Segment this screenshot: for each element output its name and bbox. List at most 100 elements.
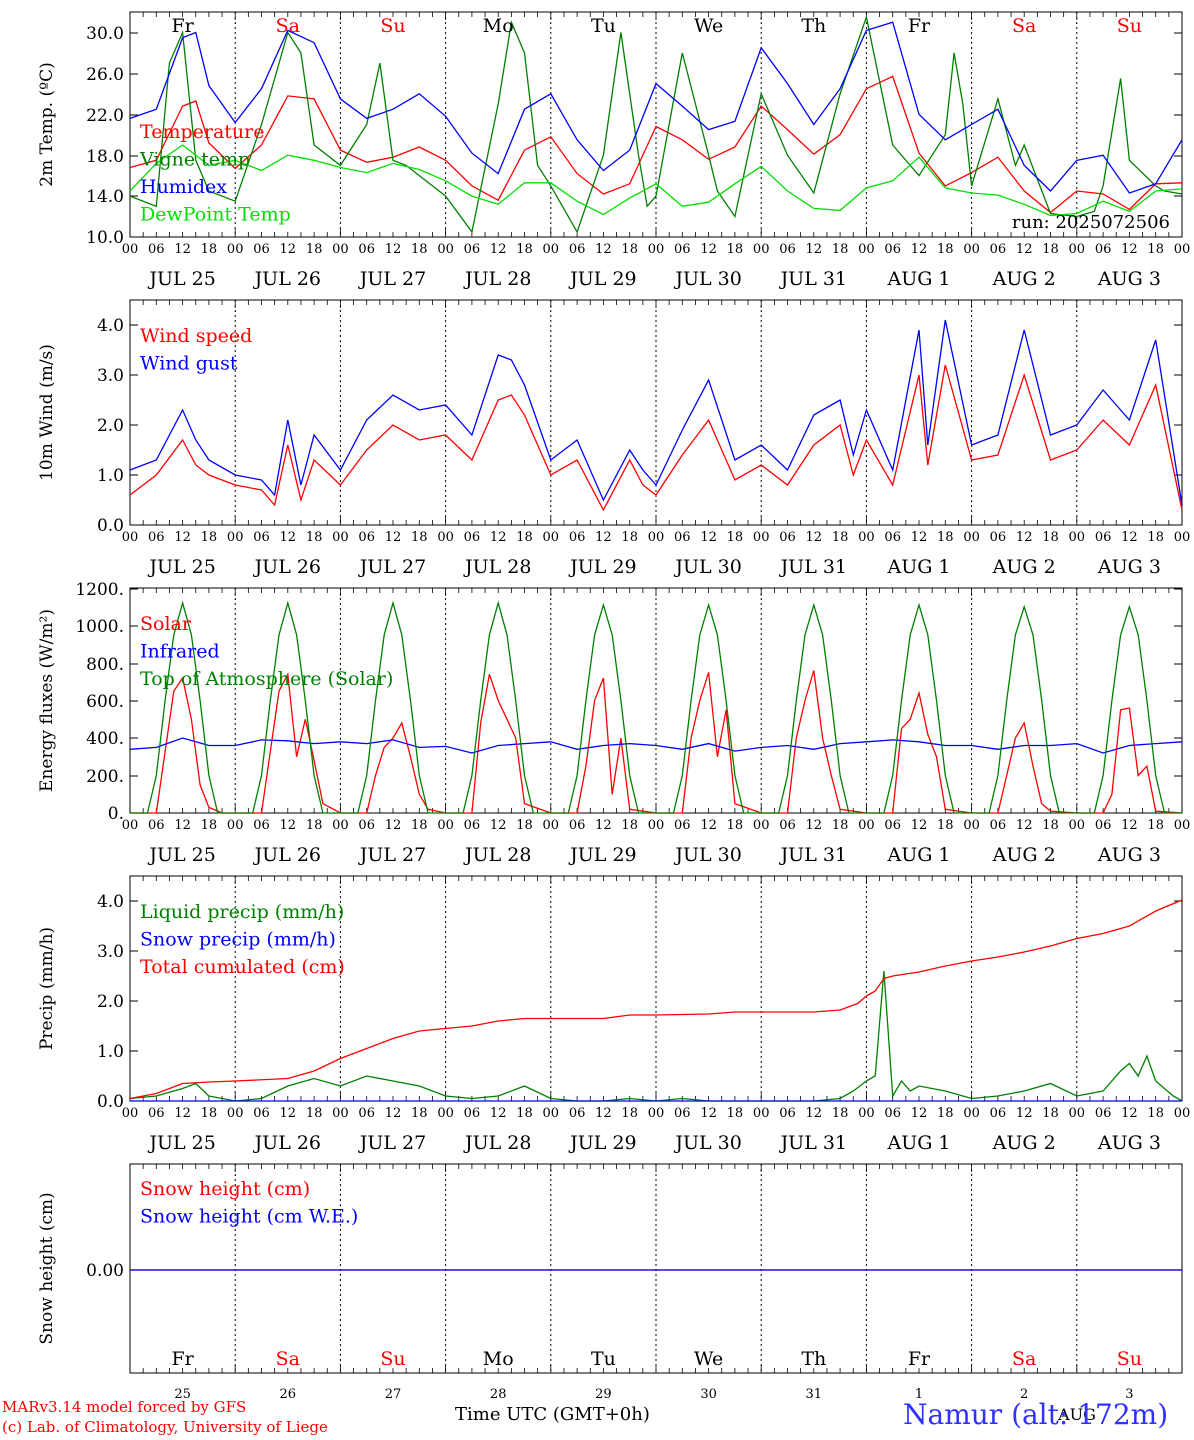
date-label: AUG 3 <box>1097 844 1161 866</box>
day-number: 29 <box>595 1387 612 1402</box>
hour-tick-label: 06 <box>990 818 1007 833</box>
y-tick-label: 2.0 <box>97 416 124 436</box>
hour-tick-label: 18 <box>306 1106 323 1121</box>
hour-tick-label: 06 <box>674 242 691 257</box>
hour-tick-label: 00 <box>648 818 665 833</box>
hour-tick-label: 18 <box>411 242 428 257</box>
panel-5 <box>129 1163 1183 1374</box>
hour-tick-label: 00 <box>1174 242 1191 257</box>
date-label: JUL 31 <box>779 268 847 290</box>
y-tick-label: 800. <box>86 655 124 675</box>
hour-tick-label: 18 <box>832 1106 849 1121</box>
hour-tick-label: 06 <box>884 1106 901 1121</box>
hour-tick-label: 12 <box>280 1106 297 1121</box>
hour-tick-label: 06 <box>884 242 901 257</box>
hour-tick-label: 06 <box>148 530 165 545</box>
day-number: 2 <box>1020 1387 1028 1402</box>
date-label: AUG 1 <box>886 268 950 290</box>
y-tick-label: 3.0 <box>97 942 124 962</box>
hour-tick-label: 18 <box>937 242 954 257</box>
hour-tick-label: 18 <box>727 530 744 545</box>
legend-entry: Vigne temp <box>139 149 250 171</box>
series-dewpoint-temp <box>129 144 1183 217</box>
panel-1 <box>129 11 1183 238</box>
hour-tick-label: 00 <box>963 1106 980 1121</box>
hour-tick-label: 06 <box>253 818 270 833</box>
hour-tick-label: 12 <box>911 1106 928 1121</box>
hour-tick-label: 18 <box>516 530 533 545</box>
date-label: AUG 1 <box>886 556 950 578</box>
hour-tick-label: 18 <box>1147 818 1164 833</box>
hour-tick-label: 12 <box>806 818 823 833</box>
date-label: JUL 28 <box>463 556 531 578</box>
hour-tick-label: 00 <box>648 1106 665 1121</box>
series-solar <box>130 670 1183 814</box>
date-label: JUL 26 <box>253 844 321 866</box>
hour-tick-label: 12 <box>911 818 928 833</box>
date-label: JUL 26 <box>253 556 321 578</box>
hour-tick-label: 12 <box>490 1106 507 1121</box>
date-label: JUL 28 <box>463 1132 531 1154</box>
day-number: 1 <box>915 1387 923 1402</box>
legend-entry: DewPoint Temp <box>140 204 291 226</box>
hour-tick-label: 12 <box>806 1106 823 1121</box>
hour-tick-label: 18 <box>516 1106 533 1121</box>
hour-tick-label: 12 <box>1016 818 1033 833</box>
hour-tick-label: 00 <box>1069 530 1086 545</box>
hour-tick-label: 18 <box>727 818 744 833</box>
hour-tick-label: 12 <box>385 242 402 257</box>
series-total-cumulated-cm- <box>129 899 1183 1100</box>
x-axis-label: Time UTC (GMT+0h) <box>455 1404 650 1425</box>
hour-tick-label: 18 <box>1147 242 1164 257</box>
hour-tick-label: 06 <box>358 530 375 545</box>
date-label: JUL 30 <box>673 844 741 866</box>
day-number: 28 <box>490 1387 507 1402</box>
date-label: JUL 26 <box>253 268 321 290</box>
y-tick-label: 0.0 <box>97 1092 124 1112</box>
hour-tick-label: 00 <box>122 818 139 833</box>
legend-entry: Infrared <box>140 641 220 663</box>
date-label: JUL 30 <box>673 556 741 578</box>
date-label: AUG 2 <box>992 844 1056 866</box>
day-number: 3 <box>1125 1387 1133 1402</box>
date-label: JUL 25 <box>147 556 215 578</box>
hour-tick-label: 00 <box>227 818 244 833</box>
date-label: AUG 1 <box>886 1132 950 1154</box>
hour-tick-label: 18 <box>201 242 218 257</box>
hour-tick-label: 12 <box>595 1106 612 1121</box>
hour-tick-label: 12 <box>174 530 191 545</box>
hour-tick-label: 12 <box>1121 242 1138 257</box>
legend-entry: Wind speed <box>140 325 252 347</box>
hour-tick-label: 12 <box>700 818 717 833</box>
hour-tick-label: 00 <box>122 1106 139 1121</box>
hour-tick-label: 12 <box>174 242 191 257</box>
hour-tick-label: 06 <box>990 1106 1007 1121</box>
day-name-bottom: Th <box>801 1348 826 1370</box>
hour-tick-label: 00 <box>1174 818 1191 833</box>
hour-tick-label: 18 <box>727 242 744 257</box>
hour-tick-label: 18 <box>306 818 323 833</box>
hour-tick-label: 06 <box>569 1106 586 1121</box>
hour-tick-label: 06 <box>358 818 375 833</box>
series-top-of-atmosphere-solar- <box>130 600 1182 814</box>
y-axis-label: Snow height (cm) <box>37 1192 57 1344</box>
date-label: JUL 25 <box>147 844 215 866</box>
hour-tick-label: 18 <box>411 1106 428 1121</box>
series-humidex <box>129 21 1183 194</box>
hour-tick-label: 18 <box>516 818 533 833</box>
hour-tick-label: 06 <box>779 1106 796 1121</box>
date-label: JUL 25 <box>147 268 215 290</box>
hour-tick-label: 00 <box>753 1106 770 1121</box>
hour-tick-label: 00 <box>858 1106 875 1121</box>
hour-tick-label: 12 <box>700 1106 717 1121</box>
y-tick-label: 3.0 <box>97 366 124 386</box>
y-tick-label: 1.0 <box>97 466 124 486</box>
hour-tick-label: 06 <box>253 530 270 545</box>
hour-tick-label: 12 <box>385 1106 402 1121</box>
series-wind-gust <box>129 319 1183 506</box>
hour-tick-label: 00 <box>543 530 560 545</box>
y-tick-label: 1000. <box>75 617 124 637</box>
day-name-top: Th <box>801 15 826 37</box>
hour-tick-label: 00 <box>332 818 349 833</box>
hour-tick-label: 12 <box>1016 1106 1033 1121</box>
